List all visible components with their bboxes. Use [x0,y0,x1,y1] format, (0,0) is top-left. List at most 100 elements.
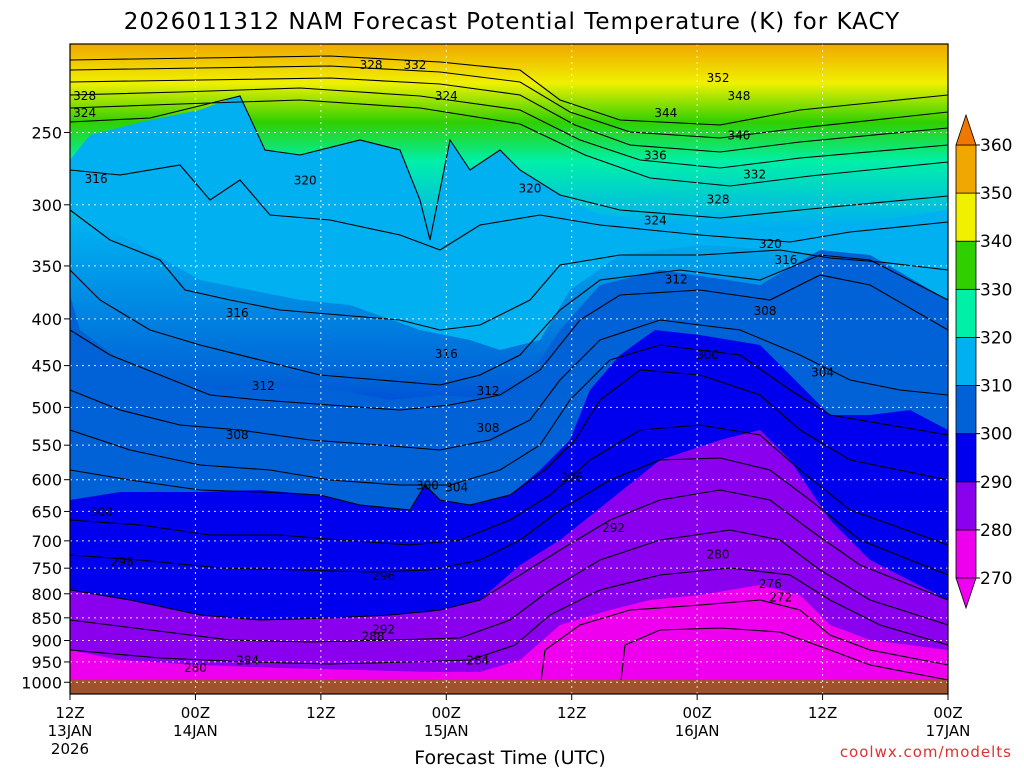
colorbar-segment [955,385,977,435]
colorbar-segment [955,240,977,290]
chart-title: 2026011312 NAM Forecast Potential Temper… [124,9,900,35]
x-tick-label: 12Z [306,704,335,722]
colorbar-segment [955,433,977,483]
contour-label: 348 [727,89,750,103]
contour-label: 320 [518,182,541,196]
y-tick-label: 850 [31,609,62,628]
x-tick-label: 12Z [808,704,837,722]
contour-label: 300 [90,505,113,519]
contour-label: 336 [644,149,667,163]
contour-label: 312 [665,272,688,286]
contour-label: 324 [73,106,96,120]
x-tick-label: 00Z [682,704,711,722]
contour-line [70,55,948,126]
contour-label: 332 [403,58,426,72]
contour-line [539,599,948,691]
contour-label: 320 [294,173,317,187]
contour-line [70,65,948,139]
contour-line [70,489,948,621]
x-tick-label: 12Z [55,704,84,722]
y-tick-label: 650 [31,502,62,521]
colorbar-label: 300 [980,425,1012,445]
x-tick-year: 2026 [51,740,89,758]
colorbar-label: 270 [980,569,1012,589]
fill-band-270-280 [70,585,948,694]
contour-line [70,87,948,169]
x-tick-date: 17JAN [926,722,971,740]
y-axis: 250 300 350 400 450 500 550 600 650 700 750 800 850 9… [21,123,70,692]
contour-label: 300 [416,479,439,493]
contour-label: 312 [477,384,500,398]
contour-label: 316 [85,172,108,186]
colorbar-segment [955,288,977,338]
contour-label: 292 [602,521,625,535]
x-tick-label: 00Z [933,704,962,722]
x-tick-label: 00Z [181,704,210,722]
y-tick-label: 300 [31,196,62,215]
contour-label: 352 [707,71,730,85]
contour-line [70,95,948,241]
colorbar-segment [955,481,977,531]
y-tick-label: 350 [31,257,62,276]
contour-label: 344 [654,106,677,120]
contour-label: 308 [477,421,500,435]
contour-line [70,99,948,187]
colorbar-label: 330 [980,280,1012,300]
contour-label: 300 [696,348,719,362]
contour-line [70,274,948,411]
contour-label: 324 [435,89,458,103]
contour-label: 284 [466,654,489,668]
y-tick-label: 600 [31,471,62,490]
y-tick-label: 900 [31,631,62,650]
colorbar-segment [955,337,977,386]
colorbar-label: 320 [980,328,1012,348]
contour-line [70,567,948,665]
y-tick-label: 800 [31,585,62,604]
y-tick-label: 700 [31,532,62,551]
contour-label: 280 [707,548,730,562]
fill-band-310-320 [70,95,948,350]
y-tick-label: 450 [31,357,62,376]
contour-label: 308 [754,304,777,318]
colorbar-label: 290 [980,473,1012,493]
contour-label: 308 [226,428,249,442]
contour-label: 296 [111,555,134,569]
colorbar-bottom-arrow [955,577,977,610]
contour-line [70,254,948,386]
contour-label: 284 [236,654,259,668]
x-tick-date: 13JAN [48,722,93,740]
colorbar-label: 350 [980,184,1012,204]
x-tick-date: 14JAN [173,722,218,740]
colorbar: 270 280 290 300 310 320 330 340 350 360 [955,113,1012,610]
colorbar-label: 360 [980,136,1012,156]
contour-line [70,319,948,451]
plot-frame [69,43,949,695]
contour-label: 316 [435,347,458,361]
x-tick-label: 00Z [432,704,461,722]
x-axis-label: Forecast Time (UTC) [414,747,605,768]
contour-label: 328 [707,192,730,206]
contour-label: 276 [759,577,782,591]
contour-line [70,344,948,486]
contour-label: 304 [445,481,468,495]
y-tick-label: 500 [31,398,62,417]
credit-text: coolwx.com/modelts [840,743,1012,761]
contour-label: 272 [769,591,792,605]
contour-labels: 328 332 328 324 324 352 348 344 340 336 332 328 324 3… [73,58,834,675]
colorbar-segment [955,144,977,194]
contour-line [619,627,948,691]
x-tick-label: 12Z [557,704,586,722]
contour-label: 328 [360,58,383,72]
contour-line [70,457,948,576]
contour-label: 288 [362,630,385,644]
colorbar-top-arrow [955,113,977,146]
x-tick-date: 15JAN [424,722,469,740]
contour-label: 316 [775,253,798,267]
y-tick-label: 550 [31,436,62,455]
contour-label: 312 [252,379,275,393]
colorbar-label: 310 [980,377,1012,397]
grid-lines [69,44,949,694]
contour-label: 340 [727,129,750,143]
